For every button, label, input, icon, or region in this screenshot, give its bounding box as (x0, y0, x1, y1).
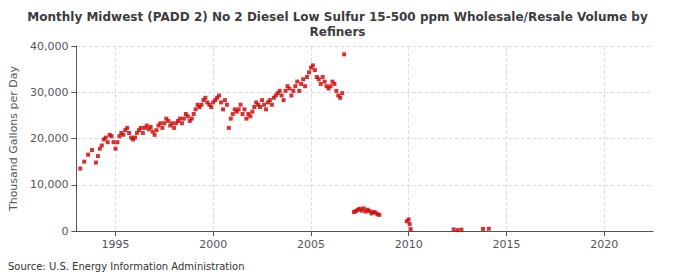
svg-text:Thousand Gallons per Day: Thousand Gallons per Day (7, 65, 20, 212)
svg-text:2010: 2010 (395, 238, 423, 251)
svg-text:2020: 2020 (590, 238, 618, 251)
svg-text:20,000: 20,000 (30, 132, 69, 145)
svg-text:2015: 2015 (492, 238, 520, 251)
svg-text:2005: 2005 (297, 238, 325, 251)
svg-text:2000: 2000 (199, 238, 227, 251)
svg-text:10,000: 10,000 (30, 178, 69, 191)
svg-text:1995: 1995 (101, 238, 129, 251)
svg-text:Source: U.S. Energy Informatio: Source: U.S. Energy Information Administ… (8, 261, 245, 272)
svg-text:Monthly Midwest (PADD 2) No 2: Monthly Midwest (PADD 2) No 2 Diesel Low… (27, 10, 648, 24)
svg-text:30,000: 30,000 (30, 86, 69, 99)
svg-text:40,000: 40,000 (30, 40, 69, 53)
svg-text:Refiners: Refiners (309, 25, 365, 39)
svg-text:0: 0 (61, 225, 68, 238)
